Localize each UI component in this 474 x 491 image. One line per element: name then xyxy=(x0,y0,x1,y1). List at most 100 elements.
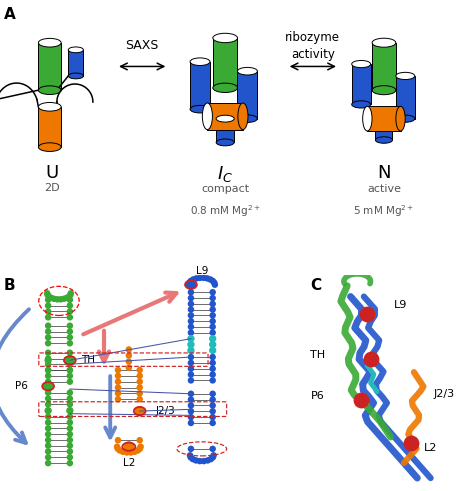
Text: J2/3: J2/3 xyxy=(155,406,175,416)
Point xyxy=(209,365,217,373)
Point xyxy=(66,453,73,461)
Point xyxy=(45,339,52,347)
Text: J2/3: J2/3 xyxy=(434,389,455,399)
Point xyxy=(66,395,73,403)
Point xyxy=(125,364,133,372)
Point xyxy=(119,448,127,456)
Point xyxy=(187,453,194,461)
Point xyxy=(187,281,195,289)
Text: activity: activity xyxy=(291,48,335,61)
Point xyxy=(209,328,217,336)
Point xyxy=(187,419,195,427)
Point xyxy=(187,353,195,361)
Point xyxy=(45,378,52,385)
Point xyxy=(209,408,217,415)
Ellipse shape xyxy=(38,38,61,47)
Point xyxy=(66,372,73,380)
Point xyxy=(136,378,144,385)
Text: L2: L2 xyxy=(123,458,135,467)
Point xyxy=(114,389,122,397)
Point xyxy=(45,459,52,467)
Point xyxy=(187,445,195,453)
Point xyxy=(45,372,52,380)
Point xyxy=(45,382,52,390)
Point xyxy=(187,359,195,367)
Ellipse shape xyxy=(363,107,372,131)
Point xyxy=(45,447,52,455)
Ellipse shape xyxy=(202,103,212,130)
Point xyxy=(187,288,195,296)
Point xyxy=(187,328,195,336)
Point xyxy=(209,277,217,285)
Point xyxy=(357,396,365,404)
Ellipse shape xyxy=(68,47,83,53)
Point xyxy=(114,366,122,374)
Bar xyxy=(372,43,396,90)
Point xyxy=(45,307,52,315)
Point xyxy=(45,301,52,309)
Point xyxy=(66,356,73,364)
Bar xyxy=(190,62,210,109)
Point xyxy=(66,407,73,414)
Point xyxy=(66,339,73,347)
Point xyxy=(200,274,208,282)
Text: 0.8 mM Mg$^{2+}$: 0.8 mM Mg$^{2+}$ xyxy=(190,203,261,219)
Point xyxy=(60,295,68,303)
Point xyxy=(66,413,73,421)
Point xyxy=(364,310,371,318)
Point xyxy=(187,390,195,398)
Point xyxy=(136,389,144,397)
Point xyxy=(65,293,73,300)
Ellipse shape xyxy=(216,139,234,146)
Point xyxy=(209,402,217,409)
Point xyxy=(66,360,73,368)
Point xyxy=(209,288,217,296)
Point xyxy=(45,366,52,374)
Point xyxy=(136,445,144,453)
Point xyxy=(209,335,217,343)
Point xyxy=(45,395,52,403)
Bar xyxy=(396,76,415,119)
Point xyxy=(45,424,52,432)
Text: A: A xyxy=(4,7,16,22)
Point xyxy=(114,436,122,444)
Point xyxy=(66,333,73,341)
Point xyxy=(209,317,217,325)
Point xyxy=(66,349,73,356)
Ellipse shape xyxy=(375,115,392,122)
Point xyxy=(66,327,73,335)
Point xyxy=(66,389,73,397)
Point xyxy=(407,439,414,447)
Text: $I_C$: $I_C$ xyxy=(217,164,233,184)
Point xyxy=(45,296,52,304)
Text: L2: L2 xyxy=(424,443,438,453)
Point xyxy=(67,289,74,297)
Point xyxy=(66,322,73,329)
Text: N: N xyxy=(377,164,391,182)
Point xyxy=(367,355,374,363)
Point xyxy=(66,430,73,438)
Point xyxy=(136,383,144,391)
Ellipse shape xyxy=(237,67,257,75)
Bar xyxy=(237,71,257,119)
Point xyxy=(45,366,52,374)
Point xyxy=(45,430,52,438)
Point xyxy=(66,424,73,432)
Point xyxy=(209,305,217,313)
Ellipse shape xyxy=(190,106,210,113)
Ellipse shape xyxy=(396,115,415,122)
Point xyxy=(136,372,144,380)
Point xyxy=(190,275,197,283)
Point xyxy=(44,291,52,299)
Point xyxy=(66,366,73,374)
Point xyxy=(209,377,217,384)
Point xyxy=(209,294,217,302)
Point xyxy=(209,371,217,379)
Point xyxy=(134,446,142,454)
Point xyxy=(187,317,195,325)
Point xyxy=(114,378,122,385)
Point xyxy=(66,366,73,374)
Point xyxy=(209,347,217,355)
Point xyxy=(187,277,195,285)
Point xyxy=(187,335,195,343)
